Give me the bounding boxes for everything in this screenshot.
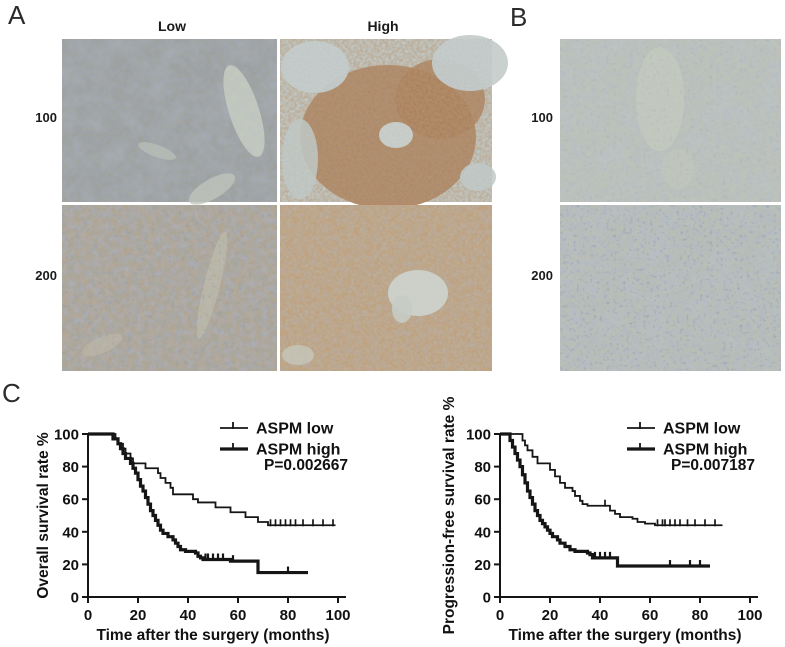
p-value-label: P=0.002667 <box>264 457 348 474</box>
km-curve <box>500 432 710 568</box>
x-tick-label: 20 <box>130 607 147 624</box>
x-tick-label: 40 <box>180 607 197 624</box>
panel-a-magnification-200-label: 200 <box>35 268 57 283</box>
panel-b-micrograph-grid <box>560 39 781 371</box>
y-axis-label: Overall survival rate % <box>35 432 52 599</box>
micrograph-normal-200x <box>560 205 781 371</box>
km-curve <box>88 432 308 575</box>
y-tick-label: 60 <box>474 492 491 509</box>
y-tick-label: 80 <box>474 459 491 476</box>
panel-c-label: C <box>2 378 21 408</box>
x-tick-label: 40 <box>592 607 609 624</box>
x-tick-label: 0 <box>496 607 504 624</box>
x-tick-label: 60 <box>642 607 659 624</box>
x-tick-label: 100 <box>325 607 350 624</box>
panel-a-label: A <box>8 0 26 30</box>
y-tick-label: 100 <box>466 427 491 444</box>
panel-a-magnification-100-label: 100 <box>35 110 57 125</box>
y-tick-label: 0 <box>71 590 79 607</box>
micrograph-aspm-low-200x <box>62 205 277 371</box>
km-curve <box>88 433 336 527</box>
x-tick-label: 100 <box>737 607 762 624</box>
y-tick-label: 40 <box>62 524 79 541</box>
panel-a-micrograph-grid <box>62 35 508 371</box>
legend-label: ASPM high <box>663 442 747 459</box>
progression-free-survival-chart: 0 20 40 60 80 100 0 20 40 60 80 100 Time after the s… <box>441 396 763 644</box>
micrograph-normal-100x <box>560 39 781 202</box>
y-tick-label: 20 <box>62 557 79 574</box>
legend-label: ASPM high <box>256 442 340 459</box>
panel-b-magnification-100-label: 100 <box>531 110 553 125</box>
x-tick-label: 60 <box>230 607 247 624</box>
x-axis-label: Time after the surgery (months) <box>508 627 741 644</box>
micrograph-aspm-high-100x <box>280 35 508 209</box>
legend-label: ASPM low <box>256 421 334 438</box>
x-tick-label: 0 <box>84 607 92 624</box>
overall-survival-chart: 0 20 40 60 80 100 0 20 40 60 80 100 Time after the s… <box>35 421 351 645</box>
x-tick-label: 80 <box>692 607 709 624</box>
y-tick-label: 100 <box>54 427 79 444</box>
y-axis-label: Progression-free survival rate % <box>441 396 458 634</box>
panel-a-low-header: Low <box>158 18 186 34</box>
x-tick-label: 80 <box>280 607 297 624</box>
p-value-label: P=0.007187 <box>671 457 755 474</box>
panel-b-magnification-200-label: 200 <box>531 268 553 283</box>
x-tick-label: 20 <box>542 607 559 624</box>
y-tick-label: 0 <box>483 590 491 607</box>
panel-b-label: B <box>510 2 528 32</box>
y-tick-label: 20 <box>474 557 491 574</box>
micrograph-aspm-low-100x <box>62 39 277 205</box>
y-tick-label: 60 <box>62 492 79 509</box>
km-curve <box>500 433 723 527</box>
legend-label: ASPM low <box>663 421 741 438</box>
panel-a-high-header: High <box>367 18 399 34</box>
y-tick-label: 80 <box>62 459 79 476</box>
micrograph-aspm-high-200x <box>280 205 492 371</box>
x-axis-label: Time after the surgery (months) <box>96 627 329 644</box>
y-tick-label: 40 <box>474 524 491 541</box>
